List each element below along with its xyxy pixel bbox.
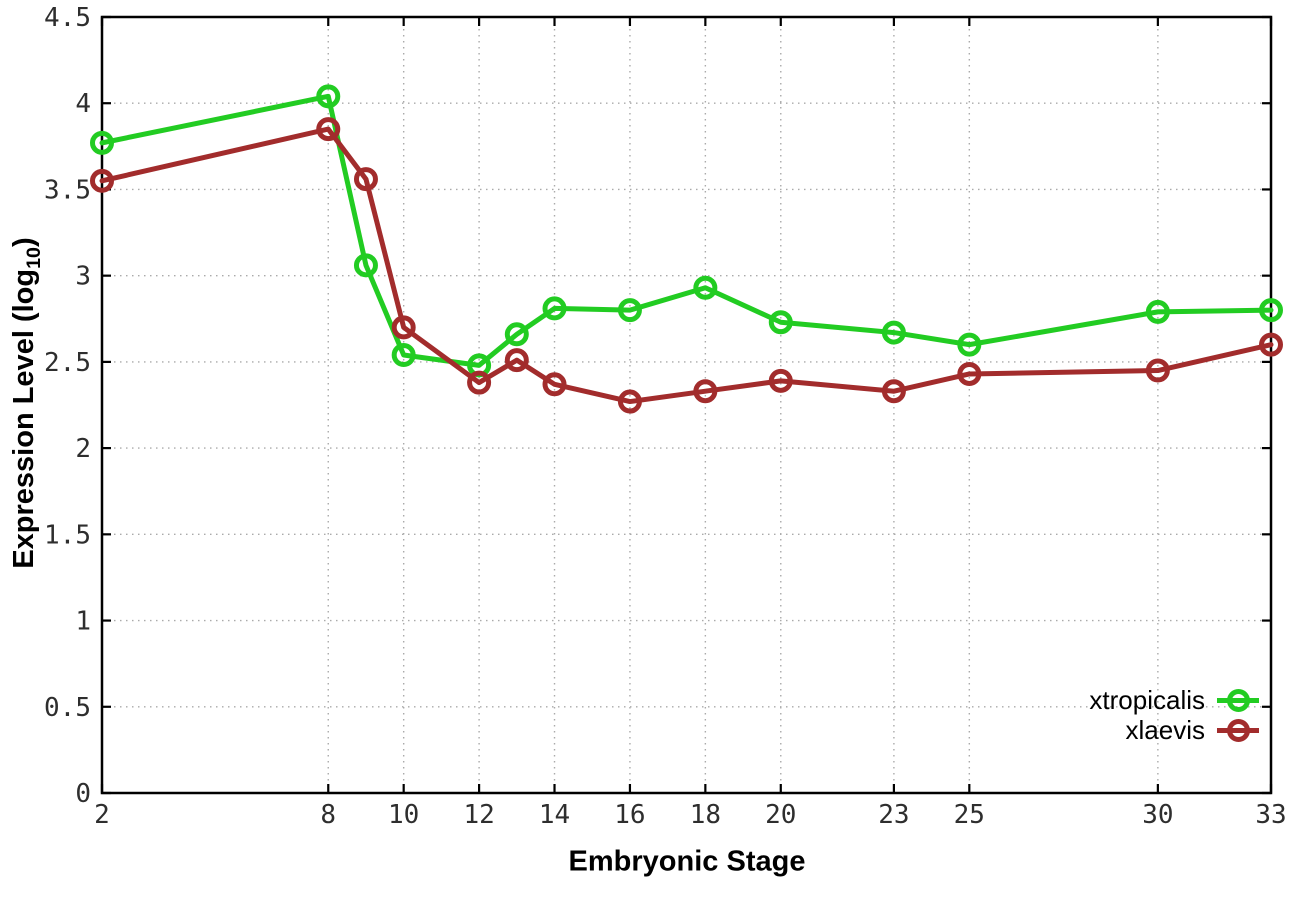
y-tick-label: 2.5 [44, 348, 91, 378]
data-point-xlaevis [693, 379, 718, 404]
x-tick-label: 10 [388, 800, 419, 830]
y-tick-label: 2 [75, 434, 91, 464]
y-tick-label: 1 [75, 607, 91, 637]
series-xtropicalis [90, 84, 1283, 378]
data-point-xlaevis [353, 167, 378, 192]
legend-marker-xtropicalis [1217, 687, 1259, 713]
data-point-xlaevis [957, 361, 982, 386]
tick-labels: 2 8 10 12 14 16 18 20 23 25 30 33 0 0.5 1 1.5 2 2.5 3 3.5 4 4… [44, 3, 1287, 830]
y-tick-label: 4 [75, 89, 91, 119]
data-point-xtropicalis [1259, 298, 1283, 323]
data-point-xlaevis [881, 379, 906, 404]
data-point-xlaevis [90, 168, 114, 193]
data-point-xlaevis [1145, 358, 1170, 383]
data-point-xtropicalis [316, 84, 341, 109]
series-line-xtropicalis [99, 93, 1274, 368]
x-tick-label: 25 [954, 800, 985, 830]
y-tick-label: 3 [75, 262, 91, 292]
x-tick-label: 30 [1142, 800, 1173, 830]
data-point-xtropicalis [1145, 299, 1170, 324]
y-axis-title-main: Expression Level (log [8, 268, 41, 569]
legend-entry-xtropicalis: xtropicalis [1089, 687, 1259, 713]
x-axis-title: Embryonic Stage [568, 845, 806, 878]
legend-marker-xlaevis [1217, 717, 1259, 743]
y-tick-label: 4.5 [44, 3, 91, 33]
y-axis-title: Expression Level (log10) [8, 237, 46, 568]
data-point-xlaevis [316, 117, 341, 142]
data-point-xtropicalis [881, 320, 906, 345]
data-point-xlaevis [1259, 332, 1283, 357]
data-point-xlaevis [768, 368, 793, 393]
y-axis-title-end: ) [8, 237, 41, 247]
data-point-xtropicalis [768, 310, 793, 335]
series-xlaevis [90, 117, 1283, 414]
data-point-xlaevis [617, 389, 642, 414]
x-tick-label: 20 [765, 800, 796, 830]
y-axis-title-subscript: 10 [22, 246, 45, 269]
y-tick-label: 0.5 [44, 693, 91, 723]
data-point-xlaevis [467, 370, 492, 395]
x-tick-label: 16 [614, 800, 645, 830]
data-point-xtropicalis [957, 332, 982, 357]
x-tick-label: 8 [320, 800, 336, 830]
data-point-xlaevis [542, 372, 567, 397]
y-tick-label: 0 [75, 779, 91, 809]
x-tick-label: 2 [94, 800, 110, 830]
plot-border [100, 15, 1273, 795]
legend-circle-icon [1226, 718, 1250, 742]
x-tick-label: 18 [690, 800, 721, 830]
y-tick-label: 1.5 [44, 520, 91, 550]
legend-label-xlaevis: xlaevis [1125, 715, 1205, 745]
data-point-xtropicalis [542, 296, 567, 321]
x-tick-label: 33 [1255, 800, 1286, 830]
legend-circle-icon [1226, 688, 1250, 712]
data-point-xtropicalis [353, 253, 378, 278]
data-point-xtropicalis [391, 342, 416, 367]
data-point-xlaevis [504, 348, 529, 373]
y-tick-label: 3.5 [44, 175, 91, 205]
data-point-xlaevis [391, 315, 416, 340]
x-tick-label: 12 [463, 800, 494, 830]
legend-label-xtropicalis: xtropicalis [1089, 685, 1205, 715]
legend-entry-xlaevis: xlaevis [1126, 717, 1259, 743]
x-tick-label: 14 [539, 800, 570, 830]
data-point-xtropicalis [504, 322, 529, 347]
data-point-xtropicalis [617, 298, 642, 323]
gridlines [102, 17, 1271, 793]
x-tick-label: 23 [878, 800, 909, 830]
tick-marks [100, 15, 1273, 795]
data-point-xtropicalis [90, 130, 114, 155]
legend: xtropicalis xlaevis [1089, 687, 1259, 743]
data-point-xtropicalis [693, 275, 718, 300]
series-line-xlaevis [99, 126, 1274, 405]
